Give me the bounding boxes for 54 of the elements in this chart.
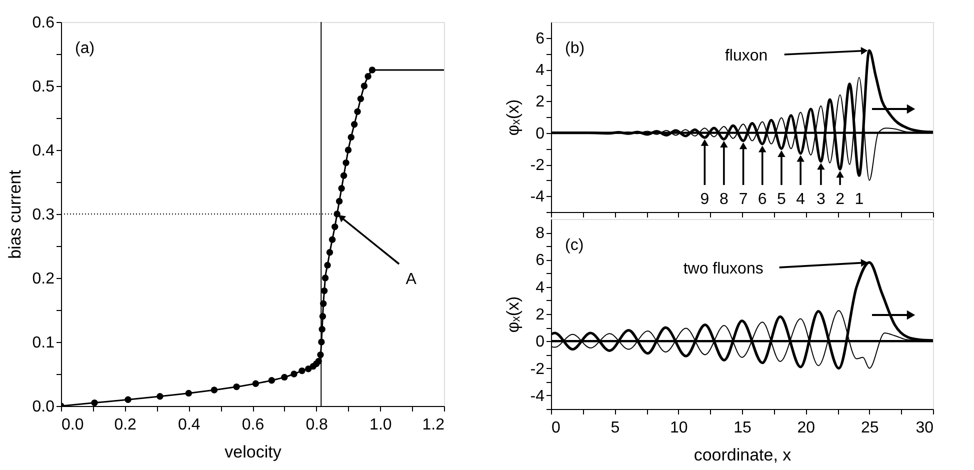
x-axis-title: velocity bbox=[224, 442, 282, 462]
y-tick-label: 8 bbox=[536, 225, 545, 242]
x-tick-label: 20 bbox=[797, 420, 816, 436]
y-tick-label: -2 bbox=[530, 157, 545, 174]
annotation: 2 bbox=[836, 191, 845, 208]
y-axis-title: φₓ(x) bbox=[503, 296, 522, 333]
x-tick-label: 0 bbox=[552, 420, 560, 436]
annotation: 7 bbox=[738, 191, 748, 208]
annotation: A bbox=[406, 271, 417, 288]
annotation: two fluxons bbox=[683, 260, 764, 278]
annotation: 4 bbox=[796, 191, 806, 208]
y-tick-label: -4 bbox=[530, 388, 545, 405]
x-tick-label: 15 bbox=[734, 420, 752, 436]
y-tick-label: 0.1 bbox=[32, 334, 55, 352]
annotation: (a) bbox=[75, 40, 95, 57]
y-tick-label: 0.0 bbox=[32, 398, 55, 416]
x-tick-label: 0.6 bbox=[242, 416, 264, 434]
annotation: (c) bbox=[565, 237, 584, 254]
x-tick-label: 0.0 bbox=[62, 416, 84, 434]
annotation: (b) bbox=[565, 40, 585, 57]
y-axis-title: φₓ(x) bbox=[503, 99, 522, 136]
y-tick-label: 4 bbox=[536, 279, 545, 296]
x-tick-label: 1.0 bbox=[370, 416, 392, 434]
annotation: 1 bbox=[854, 191, 864, 208]
y-tick-label: 2 bbox=[536, 94, 545, 111]
y-tick-label: 2 bbox=[536, 306, 545, 324]
annotation: 3 bbox=[816, 191, 826, 208]
x-tick-label: 0.8 bbox=[306, 416, 328, 434]
x-tick-label: 25 bbox=[860, 420, 879, 436]
y-tick-label: 4 bbox=[536, 62, 545, 79]
x-tick-label: 5 bbox=[610, 420, 620, 436]
y-tick-label: -4 bbox=[530, 188, 545, 206]
y-tick-label: 0.2 bbox=[32, 270, 55, 288]
x-tick-label: 30 bbox=[916, 420, 934, 436]
annotation: 9 bbox=[700, 191, 710, 208]
x-tick-label: 0.4 bbox=[178, 416, 200, 434]
annotation: fluxon bbox=[724, 48, 768, 64]
y-tick-label: 0 bbox=[536, 334, 545, 351]
x-axis-title: coordinate, x bbox=[694, 446, 792, 464]
annotation: 5 bbox=[777, 191, 786, 208]
x-tick-label: 0.2 bbox=[114, 416, 137, 434]
y-tick-label: 0.3 bbox=[32, 206, 55, 224]
annotation: 8 bbox=[719, 191, 728, 208]
y-tick-label: 0.4 bbox=[32, 142, 55, 160]
y-axis-title: bias current bbox=[5, 170, 24, 259]
x-tick-label: 1.2 bbox=[422, 416, 445, 434]
y-tick-label: 0.6 bbox=[32, 14, 55, 32]
y-tick-label: 0.5 bbox=[32, 78, 55, 96]
annotation: 6 bbox=[758, 191, 767, 208]
y-tick-label: 0 bbox=[536, 125, 545, 142]
y-tick-label: 6 bbox=[536, 30, 545, 48]
x-tick-label: 10 bbox=[670, 420, 688, 436]
y-tick-label: 6 bbox=[536, 252, 545, 270]
y-tick-label: -2 bbox=[530, 360, 545, 378]
